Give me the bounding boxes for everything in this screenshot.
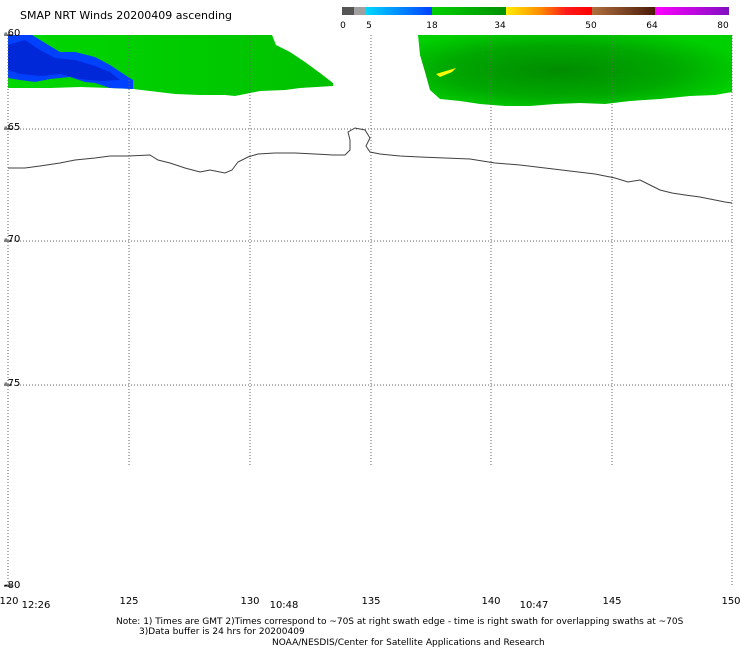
footer-note-line2: 3)Data buffer is 24 hrs for 20200409 [139,627,305,637]
lat-label-65: -65 [4,122,21,133]
lat-label-70: -70 [4,234,21,245]
colorbar-seg-gray-dark [342,7,354,15]
map-title: SMAP NRT Winds 20200409 ascending [20,9,233,22]
colorbar-seg-yellow-red [506,7,592,15]
colorbar-label-5: 5 [366,21,372,31]
axis-ticks [4,34,12,587]
lon-label-120: 120 [0,596,19,607]
lat-label-80: -80 [4,580,21,591]
lon-label-135: 135 [361,596,381,607]
colorbar-seg-magenta [655,7,729,15]
colorbar-label-80: 80 [717,21,729,31]
colorbar-label-34: 34 [494,21,506,31]
wind-swath-right [418,35,732,106]
lon-label-145: 145 [602,596,622,607]
colorbar-seg-brown [592,7,655,15]
colorbar-label-50: 50 [585,21,597,31]
lat-label-60: -60 [4,28,21,39]
colorbar-seg-gray-light [354,7,366,15]
coastline [8,127,733,204]
swath-time-label-2: 10:48 [269,600,299,611]
lon-label-150: 150 [721,596,740,607]
colorbar-label-18: 18 [426,21,438,31]
swath-time-label-3: 10:47 [519,600,549,611]
lon-label-140: 140 [481,596,501,607]
map-frame [7,35,733,586]
lon-label-130: 130 [240,596,260,607]
colorbar-label-0: 0 [340,21,346,31]
lon-label-125: 125 [119,596,139,607]
colorbar-label-64: 64 [646,21,658,31]
wind-swath-yellow-patch [436,68,456,77]
colorbar-seg-blue [366,7,432,15]
swath-time-label-1: 12:26 [21,600,51,611]
lat-label-75: -75 [4,378,21,389]
footer-note-line1: Note: 1) Times are GMT 2)Times correspon… [116,617,684,627]
graticule [8,35,732,465]
footer-credit: NOAA/NESDIS/Center for Satellite Applica… [272,638,545,648]
colorbar-seg-green [432,7,506,15]
wind-swath-left-blue-core [8,40,120,81]
